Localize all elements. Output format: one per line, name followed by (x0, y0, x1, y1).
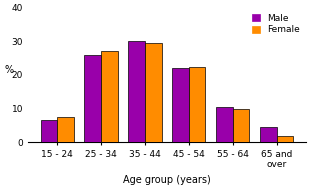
Bar (41, 120, 57, 142)
Bar (277, 136, 293, 142)
Y-axis label: %: % (4, 65, 13, 75)
Bar (128, 41, 145, 142)
X-axis label: Age group (years): Age group (years) (123, 175, 211, 185)
Legend: Male, Female: Male, Female (250, 12, 301, 36)
Bar (84, 55, 101, 142)
Bar (216, 107, 233, 142)
Bar (189, 67, 206, 142)
Bar (260, 127, 277, 142)
Bar (101, 51, 118, 142)
Bar (57, 117, 74, 142)
Bar (145, 43, 162, 142)
Bar (233, 109, 249, 142)
Bar (172, 68, 189, 142)
